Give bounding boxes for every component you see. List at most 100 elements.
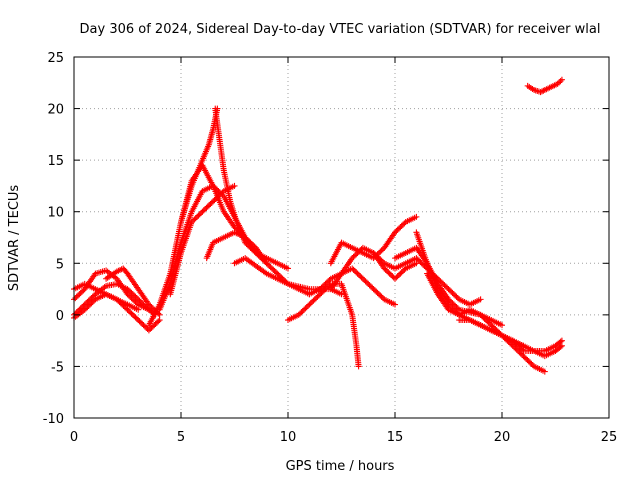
data-point <box>519 346 526 353</box>
data-point <box>139 300 146 307</box>
data-point <box>394 273 401 280</box>
data-point <box>354 249 361 256</box>
data-point <box>81 306 88 313</box>
series-track-23 <box>524 76 565 96</box>
data-point <box>540 87 547 94</box>
x-tick-label: 5 <box>177 430 185 445</box>
data-point <box>195 212 202 219</box>
data-point <box>75 292 82 299</box>
series-track-11 <box>203 229 270 267</box>
data-point <box>437 278 444 285</box>
data-point <box>252 249 259 256</box>
y-tick-label: 20 <box>47 103 64 118</box>
chart-title: Day 306 of 2024, Sidereal Day-to-day VTE… <box>80 22 601 37</box>
data-point <box>307 300 314 307</box>
y-tick-label: 15 <box>47 154 64 169</box>
data-point <box>557 338 564 345</box>
data-point <box>351 252 358 259</box>
data-point <box>132 293 139 300</box>
data-point <box>511 338 518 345</box>
data-point <box>129 291 136 298</box>
data-point <box>129 311 136 318</box>
series-track-19 <box>413 229 527 349</box>
data-point <box>145 301 152 308</box>
data-point <box>394 226 401 233</box>
data-point <box>263 260 270 267</box>
data-point <box>418 260 425 267</box>
data-point <box>318 289 325 296</box>
x-tick-label: 15 <box>387 430 404 445</box>
data-point <box>149 323 156 330</box>
data-point <box>381 265 388 272</box>
data-point <box>188 219 195 226</box>
data-point <box>132 314 139 321</box>
data-point <box>370 286 377 293</box>
data-point <box>523 355 530 362</box>
data-point <box>125 292 132 299</box>
data-point <box>521 354 528 361</box>
data-point <box>371 251 378 258</box>
data-point <box>509 342 516 349</box>
data-point <box>529 362 536 369</box>
data-point <box>270 266 277 273</box>
data-point <box>367 283 374 290</box>
data-point <box>414 256 421 263</box>
data-point <box>401 220 408 227</box>
data-point <box>73 293 80 300</box>
data-point <box>421 262 428 269</box>
data-point <box>398 269 405 276</box>
axis-ticks: 0 5 10 15 20 25 -10 -5 0 5 10 15 20 25 <box>43 51 618 445</box>
data-point <box>310 297 317 304</box>
data-point <box>478 313 485 320</box>
data-point <box>365 280 372 287</box>
data-point <box>445 286 452 293</box>
data-point <box>325 278 332 285</box>
data-point <box>393 228 400 235</box>
y-tick-label: 0 <box>56 309 64 324</box>
data-point <box>297 310 304 317</box>
data-point <box>136 318 143 325</box>
data-point <box>512 345 519 352</box>
data-point <box>81 301 88 308</box>
data-point <box>132 298 139 305</box>
data-point <box>350 253 357 260</box>
data-point <box>76 291 83 298</box>
data-point <box>79 288 86 295</box>
data-point <box>401 266 408 273</box>
data-point <box>440 280 447 287</box>
data-point <box>135 296 142 303</box>
data-point <box>306 301 313 308</box>
data-point <box>393 274 400 281</box>
data-point <box>125 287 132 294</box>
data-point <box>121 304 128 311</box>
data-point <box>350 266 357 273</box>
data-point <box>375 249 382 256</box>
data-point <box>355 271 362 278</box>
data-point <box>454 305 461 312</box>
data-point <box>156 317 163 324</box>
data-point <box>448 288 455 295</box>
data-point <box>152 320 159 327</box>
data-point <box>512 340 519 347</box>
data-point <box>515 342 522 349</box>
data-point <box>351 268 358 275</box>
data-point <box>153 319 160 326</box>
data-point <box>353 269 360 276</box>
data-point <box>349 255 356 262</box>
data-point <box>319 288 326 295</box>
data-point <box>206 202 213 209</box>
data-point <box>527 359 534 366</box>
data-point <box>413 255 420 262</box>
data-point <box>499 322 505 329</box>
data-point <box>389 273 396 280</box>
data-point <box>392 229 398 236</box>
data-point <box>83 300 90 307</box>
data-point <box>87 296 94 303</box>
data-point <box>516 344 523 351</box>
data-point <box>143 324 150 331</box>
data-point <box>517 350 524 357</box>
y-tick-label: -10 <box>43 412 64 427</box>
data-point <box>133 295 140 302</box>
data-point <box>377 256 384 263</box>
